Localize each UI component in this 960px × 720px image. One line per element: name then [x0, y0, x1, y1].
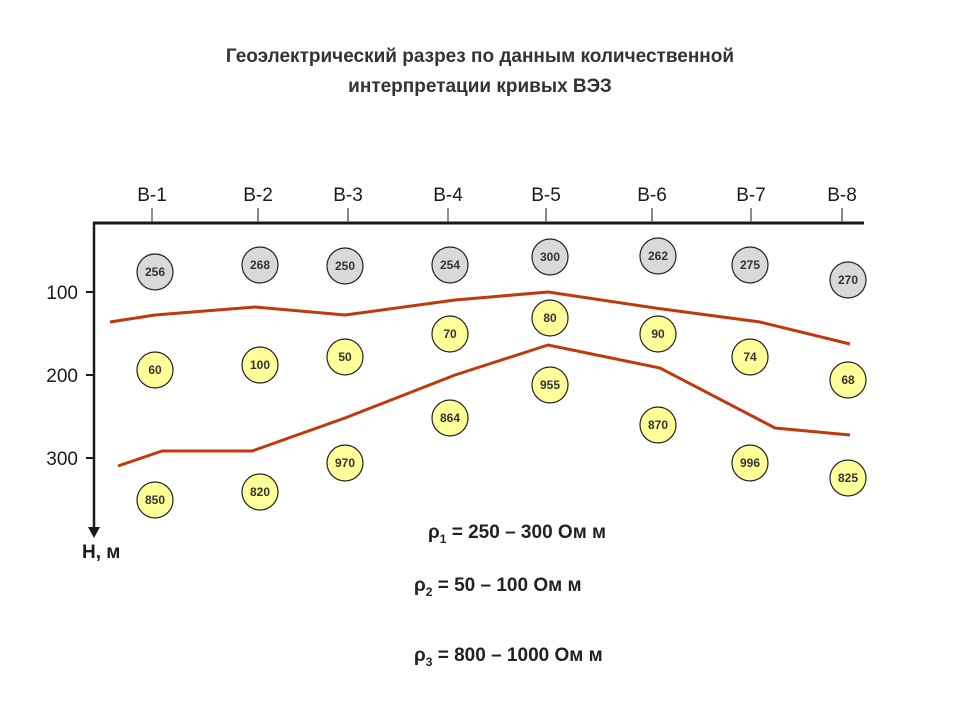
resistivity-circle [639, 406, 677, 444]
resistivity-circle [531, 238, 569, 276]
figure-title: Геоэлектрический разрез по данным количе… [0, 42, 960, 102]
resistivity-value: 250 [335, 259, 355, 273]
resistivity-circle [241, 246, 279, 284]
resistivity-circle [531, 366, 569, 404]
resistivity-circle [326, 338, 364, 376]
sounding-label: В-4 [433, 185, 463, 206]
resistivity-circle [136, 253, 174, 291]
legend-rho-1: ρ1 = 250 – 300 Ом м [428, 522, 607, 546]
title-line-1: Геоэлектрический разрез по данным количе… [225, 46, 735, 67]
resistivity-circle [431, 315, 469, 353]
depth-tick-label: 200 [46, 366, 78, 387]
sounding-label: В-2 [243, 185, 273, 206]
resistivity-value: 60 [148, 363, 162, 377]
boundary-line-2 [117, 343, 851, 468]
resistivity-circle [431, 399, 469, 437]
resistivity-value: 68 [841, 373, 855, 387]
resistivity-value: 275 [740, 258, 760, 272]
depth-tick-label: 100 [46, 283, 78, 304]
resistivity-value: 270 [838, 273, 858, 287]
resistivity-value: 50 [338, 350, 352, 364]
resistivity-circle [136, 351, 174, 389]
sounding-label: В-7 [736, 185, 766, 206]
resistivity-value: 268 [250, 258, 270, 272]
sounding-label: В-1 [137, 185, 167, 206]
resistivity-value: 864 [440, 411, 460, 425]
resistivity-value: 970 [335, 456, 355, 470]
resistivity-circle [326, 247, 364, 285]
resistivity-circle [829, 361, 867, 399]
resistivity-circle [136, 481, 174, 519]
sounding-label: В-8 [827, 185, 857, 206]
boundary-line-1 [109, 290, 851, 346]
resistivity-circle [731, 444, 769, 482]
resistivity-value: 74 [743, 350, 757, 364]
resistivity-circle [731, 246, 769, 284]
resistivity-circle [241, 473, 279, 511]
resistivity-value: 870 [648, 418, 668, 432]
resistivity-value: 955 [540, 378, 560, 392]
resistivity-circle [531, 299, 569, 337]
sounding-label: В-5 [531, 185, 561, 206]
resistivity-circle [731, 338, 769, 376]
resistivity-circle [241, 346, 279, 384]
resistivity-circle [829, 459, 867, 497]
legend-rho-3: ρ3 = 800 – 1000 Ом м [414, 645, 603, 669]
depth-tick-label: 300 [46, 449, 78, 470]
sounding-label: В-6 [637, 185, 667, 206]
resistivity-value: 100 [250, 358, 270, 372]
resistivity-value: 820 [250, 485, 270, 499]
resistivity-circle [326, 444, 364, 482]
resistivity-value: 256 [145, 265, 165, 279]
resistivity-circle [829, 261, 867, 299]
depth-axis-label: H, м [82, 542, 120, 563]
resistivity-circle [639, 237, 677, 275]
depth-axis-arrow [88, 527, 100, 538]
resistivity-value: 80 [543, 311, 557, 325]
resistivity-circle [639, 315, 677, 353]
title-line-2: интерпретации кривых ВЭЗ [348, 76, 612, 97]
resistivity-value: 300 [540, 250, 560, 264]
legend-rho-2: ρ2 = 50 – 100 Ом м [414, 575, 582, 599]
resistivity-value: 825 [838, 471, 858, 485]
resistivity-value: 262 [648, 249, 668, 263]
resistivity-value: 254 [440, 258, 460, 272]
resistivity-value: 996 [740, 456, 760, 470]
resistivity-value: 90 [651, 327, 665, 341]
resistivity-value: 70 [443, 327, 457, 341]
resistivity-circle [431, 246, 469, 284]
resistivity-value: 850 [145, 493, 165, 507]
sounding-label: В-3 [333, 185, 363, 206]
